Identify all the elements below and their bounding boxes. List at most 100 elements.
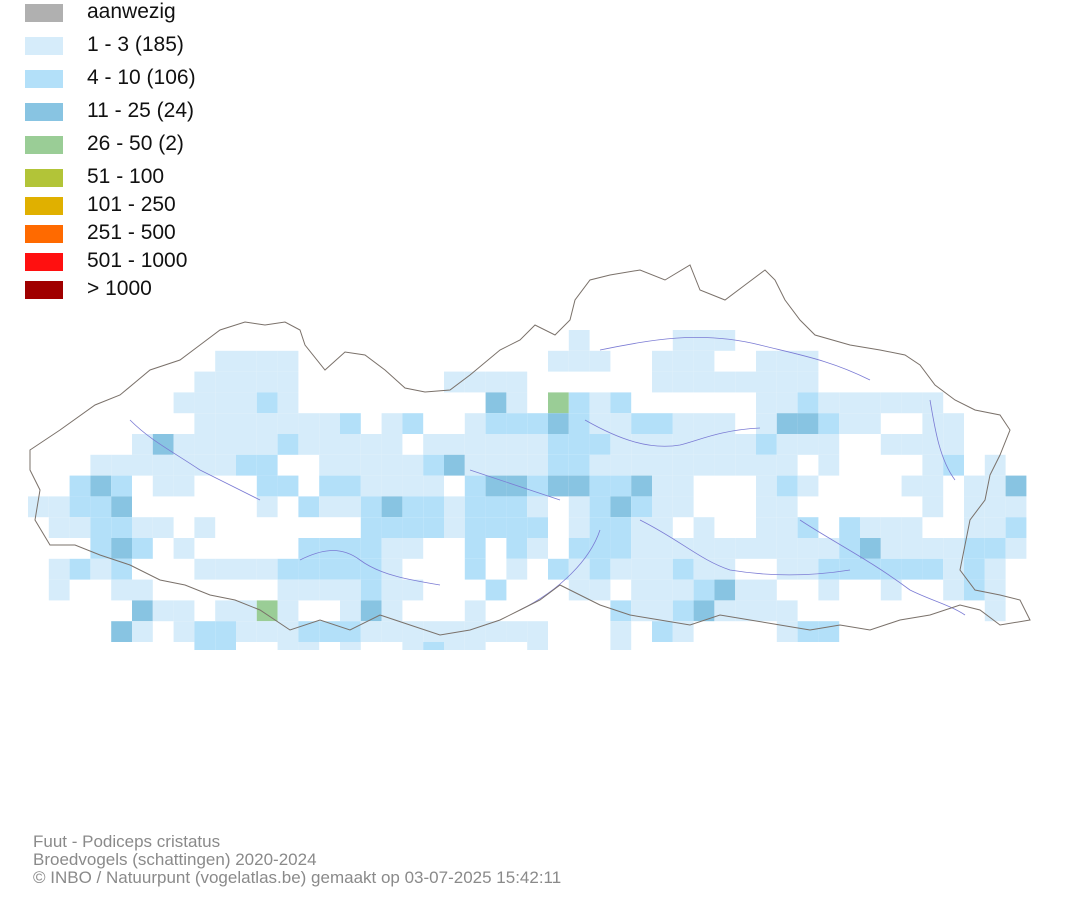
grid-cell [319,579,340,601]
grid-cell [298,558,320,580]
grid-cell [194,454,216,476]
grid-cell [693,558,715,580]
grid-cell [194,371,216,393]
grid-cell [610,558,632,580]
grid-cell [714,413,736,434]
grid-cell [1005,538,1027,559]
grid-cell [402,454,424,476]
grid-cell [277,350,299,372]
legend-label: 51 - 100 [87,165,165,188]
grid-cell [776,558,798,580]
grid-cell [152,600,174,622]
grid-cell [485,496,507,518]
grid-cell [880,517,902,538]
flanders-border [29,264,1031,636]
grid-cell [756,496,777,518]
grid-cell [277,600,299,622]
grid-cell [672,413,694,434]
grid-cell [776,434,798,455]
grid-cell [381,621,403,642]
grid-cell [797,621,819,642]
grid-cell [693,413,715,434]
grid-cell [194,413,216,434]
grid-cell [423,434,444,455]
grid-cell [464,517,486,538]
grid-cell [340,434,361,455]
grid-cell [319,454,340,476]
grid-cell [714,579,736,601]
grid-cell [631,434,652,455]
grid-cell [610,454,632,476]
grid-cell [256,350,278,372]
grid-cell [173,392,195,414]
grid-cell [236,371,257,393]
grid-cell [360,600,382,622]
grid-cell [90,517,112,538]
grid-cell [672,371,694,393]
grid-cell [194,621,216,642]
legend: aanwezig 1 - 3 (185) 4 - 10 (106) 11 - 25 (… [25,0,285,300]
grid-cell [610,600,632,622]
grid-cell [340,454,361,476]
grid-cell [256,413,278,434]
grid-cell [527,413,548,434]
grid-cell [444,642,465,650]
grid-cell [506,496,528,518]
river [799,519,966,616]
grid-cell [360,475,382,497]
grid-cell [381,475,403,497]
grid-cell [340,538,361,559]
grid-cell [485,413,507,434]
grid-cell [901,434,923,455]
grid-cell [298,434,320,455]
grid-cell [215,621,236,642]
grid-cell [381,600,403,622]
grid-cell [714,454,736,476]
legend-swatch [25,70,63,88]
grid-cell [111,579,132,601]
grid-cell [756,517,777,538]
grid-cell [693,600,715,622]
grid-cell [256,454,278,476]
grid-cell [818,434,840,455]
grid-cell [215,413,236,434]
grid-cell [922,538,944,559]
legend-label: 11 - 25 (24) [87,99,194,122]
grid-cell [943,434,964,455]
grid-cell [818,413,840,434]
grid-cell [610,621,632,642]
grid-cell [485,392,507,414]
grid-cell [984,558,1006,580]
river [929,399,956,481]
grid-cell [173,538,195,559]
grid-cell [464,413,486,434]
grid-cell [527,538,548,559]
grid-cell [714,600,736,622]
grid-cell [48,496,70,518]
grid-cell [776,454,798,476]
grid-cell [922,475,944,497]
grid-cell [381,496,403,518]
grid-cell [319,475,340,497]
grid-cell [506,517,528,538]
grid-cell [568,392,590,414]
grid-cell [818,621,840,642]
grid-cell [464,621,486,642]
grid-cell [672,454,694,476]
grid-cell [964,475,985,497]
grid-cell [714,558,736,580]
grid-cell [652,621,673,642]
legend-swatch [25,37,63,55]
grid-cell [340,496,361,518]
grid-cell [776,538,798,559]
grid-cell [568,434,590,455]
grid-cell [964,496,985,518]
grid-cell [631,454,652,476]
grid-cell [943,538,964,559]
grid-cell [111,475,132,497]
grid-cell [402,621,424,642]
grid-cell [735,454,756,476]
grid-cell [610,538,632,559]
grid-cell [672,538,694,559]
grid-cell [589,496,611,518]
